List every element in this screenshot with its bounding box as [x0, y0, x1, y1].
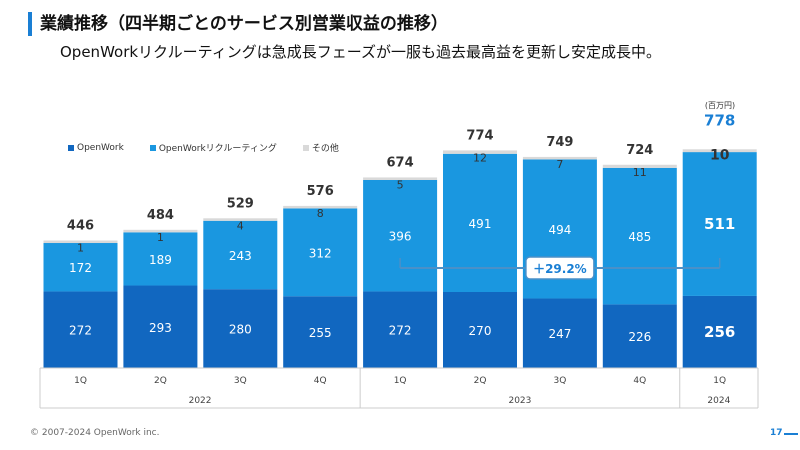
page-title: 業績推移（四半期ごとのサービス別営業収益の推移） — [40, 14, 448, 34]
bar-segment-recruiting — [203, 220, 278, 290]
title-accent-bar — [28, 12, 32, 36]
bar-segment-other — [682, 149, 757, 153]
quarter-label: 1Q — [74, 376, 87, 386]
data-label-total: 446 — [67, 219, 94, 234]
bar-segment-openwork — [283, 296, 358, 368]
data-label-recruiting: 312 — [309, 246, 332, 260]
legend-label: OpenWorkリクルーティング — [158, 144, 277, 154]
data-label-other: 1 — [77, 242, 84, 255]
data-label-other: 10 — [710, 147, 730, 163]
bar-segment-other — [443, 150, 517, 154]
quarter-label: 1Q — [394, 376, 407, 386]
data-label-total: 484 — [147, 208, 174, 223]
data-label-recruiting: 511 — [704, 215, 735, 233]
bar-segment-recruiting — [283, 208, 358, 297]
data-label-recruiting: 491 — [469, 217, 492, 231]
bar-segment-other — [602, 164, 677, 168]
page-subtitle: OpenWorkリクルーティングは急成長フェーズが一服も過去最高益を更新し安定成… — [60, 43, 661, 61]
year-label: 2024 — [707, 396, 730, 406]
year-label: 2023 — [508, 396, 531, 406]
quarter-label: 4Q — [314, 376, 327, 386]
data-label-openwork: 270 — [469, 324, 492, 338]
page-number-line — [784, 433, 798, 435]
data-label-openwork: 226 — [628, 330, 651, 344]
data-label-openwork: 255 — [309, 326, 332, 340]
data-label-other: 8 — [317, 207, 324, 220]
data-label-openwork: 293 — [149, 321, 172, 335]
data-label-recruiting: 396 — [389, 230, 412, 244]
legend-item-other: その他 — [302, 141, 339, 154]
copyright: © 2007-2024 OpenWork inc. — [30, 428, 160, 438]
legend-swatch-openwork — [68, 144, 74, 151]
data-label-total: 749 — [546, 135, 573, 150]
legend-swatch-recruiting — [149, 144, 156, 151]
data-label-other: 7 — [556, 158, 563, 171]
legend-swatch-other — [302, 144, 309, 151]
legend-label: OpenWork — [77, 142, 124, 153]
bar-segment-recruiting — [602, 167, 677, 305]
bar-segment-recruiting — [682, 152, 757, 296]
data-label-recruiting: 494 — [548, 223, 571, 237]
bar-segment-openwork — [363, 291, 438, 368]
page-number: 17 — [770, 428, 783, 438]
data-label-recruiting: 189 — [149, 253, 172, 267]
data-label-total: 576 — [307, 184, 334, 199]
data-label-total: 674 — [387, 155, 414, 170]
data-label-openwork: 272 — [69, 324, 92, 338]
bar-segment-other — [363, 177, 438, 180]
bar-segment-other — [203, 218, 278, 221]
chart-legend: OpenWork OpenWorkリクルーティング その他 — [68, 141, 365, 154]
bar-segment-other — [123, 229, 198, 233]
data-label-total: 778 — [704, 111, 735, 129]
data-label-recruiting: 172 — [69, 261, 92, 275]
data-label-total: 529 — [227, 196, 254, 211]
quarter-label: 1Q — [713, 376, 726, 386]
data-label-openwork: 256 — [704, 323, 735, 341]
data-label-other: 1 — [157, 231, 164, 244]
data-label-openwork: 272 — [389, 324, 412, 338]
data-label-total: 724 — [626, 143, 653, 158]
annotation-box — [525, 256, 595, 280]
bar-segment-recruiting — [43, 243, 118, 292]
bar-segment-openwork — [43, 291, 118, 368]
data-label-other: 11 — [633, 166, 647, 179]
legend-item-recruiting: OpenWorkリクルーティング — [149, 141, 277, 154]
bar-segment-openwork — [443, 291, 517, 368]
legend-item-openwork: OpenWork — [68, 141, 124, 154]
bar-segment-recruiting — [363, 179, 438, 292]
bar-segment-openwork — [602, 304, 677, 368]
bar-segment-openwork — [203, 289, 278, 368]
unit-label: (百万円) — [704, 101, 736, 110]
data-label-other: 12 — [473, 151, 487, 164]
data-label-total: 774 — [466, 128, 493, 143]
bar-segment-other — [522, 156, 597, 160]
quarter-label: 2Q — [474, 376, 487, 386]
quarter-label: 3Q — [553, 376, 566, 386]
bar-segment-openwork — [522, 298, 597, 368]
data-label-other: 4 — [237, 219, 244, 232]
quarter-label: 2Q — [154, 376, 167, 386]
annotation-label: ＋29.2% — [533, 262, 587, 276]
bar-segment-other — [283, 205, 358, 209]
data-label-openwork: 247 — [548, 327, 571, 341]
data-label-recruiting: 485 — [628, 230, 651, 244]
data-label-openwork: 280 — [229, 323, 252, 337]
bar-segment-openwork — [123, 285, 198, 368]
quarter-label: 4Q — [633, 376, 646, 386]
year-label: 2022 — [189, 396, 212, 406]
data-label-other: 5 — [397, 178, 404, 191]
quarter-label: 3Q — [234, 376, 247, 386]
bar-segment-other — [43, 240, 118, 244]
bar-segment-openwork — [682, 295, 757, 368]
data-label-recruiting: 243 — [229, 249, 252, 263]
legend-label: その他 — [311, 144, 339, 154]
bar-segment-recruiting — [123, 232, 198, 286]
